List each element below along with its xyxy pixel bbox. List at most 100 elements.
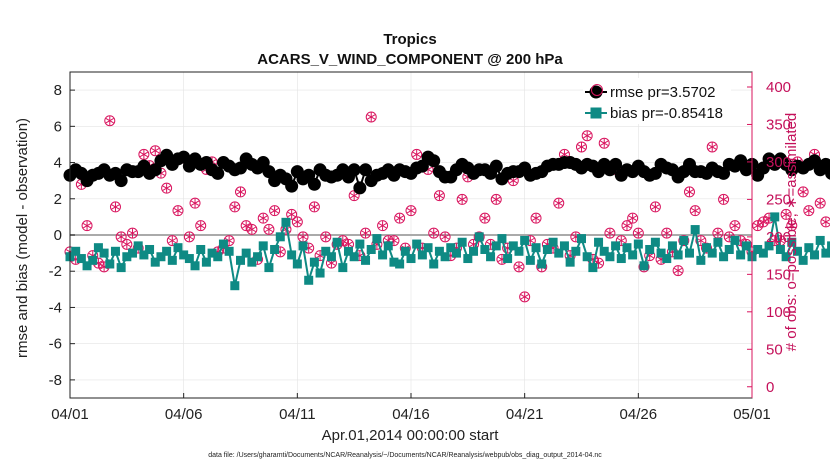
obs-possible-marker <box>553 197 565 209</box>
obs-assimilated-marker <box>350 192 359 199</box>
bias-point <box>400 246 410 256</box>
bias-point <box>656 248 666 258</box>
obs-assimilated-marker <box>713 230 723 236</box>
bias-point <box>326 252 336 262</box>
bias-point <box>133 241 143 251</box>
obs-assimilated-marker <box>361 230 370 236</box>
bias-point <box>343 246 353 256</box>
chart-subtitle: ACARS_V_WIND_COMPONENT @ 200 hPa <box>257 51 563 68</box>
obs-count-point <box>479 212 491 224</box>
rmse-point <box>825 167 830 180</box>
obs-possible-marker <box>820 216 830 228</box>
obs-count-point <box>712 227 724 239</box>
obs-possible-marker <box>530 212 542 224</box>
bias-point <box>218 239 228 249</box>
bias-point <box>281 217 291 227</box>
bias-point <box>315 268 325 278</box>
obs-possible-marker <box>263 223 275 235</box>
bias-point <box>520 235 530 245</box>
obs-assimilated-marker <box>560 151 569 158</box>
obs-possible-marker <box>598 137 610 149</box>
y-tick-label-right: 100 <box>766 304 791 321</box>
obs-assimilated-marker <box>651 204 660 210</box>
obs-assimilated-marker <box>816 200 825 206</box>
bias-point <box>332 237 342 247</box>
legend-box <box>583 78 731 124</box>
obs-possible-marker <box>780 208 792 220</box>
bias-point <box>76 254 86 264</box>
obs-assimilated-marker <box>321 234 330 240</box>
obs-count-point <box>166 235 178 247</box>
obs-assimilated-marker <box>440 234 450 240</box>
obs-possible-marker <box>576 141 587 153</box>
obs-count-point <box>172 205 184 217</box>
bias-point <box>446 243 456 253</box>
bias-point <box>349 252 359 262</box>
bias-point <box>258 241 268 251</box>
obs-possible-marker <box>109 201 121 213</box>
bias-point <box>741 241 751 251</box>
rmse-point <box>353 181 367 195</box>
bias-point <box>287 250 297 260</box>
obs-count-point <box>269 205 281 217</box>
bias-point <box>247 257 257 267</box>
bias-point <box>201 257 211 267</box>
bias-point <box>753 244 763 254</box>
obs-count-point <box>439 231 451 243</box>
obs-possible-marker <box>661 227 673 239</box>
bias-point <box>463 254 473 264</box>
bias-point <box>719 252 729 262</box>
rmse-point <box>489 159 503 173</box>
y-tick-label-left: 2 <box>54 191 62 208</box>
obs-assimilated-marker <box>708 144 717 150</box>
bias-point <box>810 250 820 260</box>
bias-point <box>440 252 450 262</box>
obs-assimilated-marker <box>634 230 643 236</box>
obs-assimilated-marker <box>196 222 205 229</box>
bias-point <box>702 243 712 253</box>
obs-assimilated-marker <box>719 196 728 203</box>
obs-count-point <box>235 186 246 198</box>
obs-count-point <box>490 193 502 205</box>
obs-count-point <box>183 231 195 243</box>
bias-point <box>338 263 348 273</box>
obs-count-point <box>632 227 644 239</box>
bias-point <box>611 241 621 251</box>
obs-possible-marker <box>115 231 127 243</box>
obs-assimilated-marker <box>605 230 615 236</box>
bias-point <box>292 259 302 269</box>
obs-assimilated-marker <box>128 230 137 236</box>
bias-point <box>577 234 586 244</box>
bias-point <box>457 237 467 247</box>
y-tick-label-right: 0 <box>766 379 774 396</box>
obs-count-point <box>291 216 303 228</box>
bias-point <box>71 246 81 256</box>
bias-point <box>389 257 399 267</box>
bias-point <box>167 255 177 265</box>
obs-possible-marker <box>291 216 303 228</box>
obs-assimilated-marker <box>554 200 563 206</box>
x-tick-label: 05/01 <box>733 406 771 423</box>
obs-assimilated-marker <box>458 196 467 203</box>
obs-assimilated-marker <box>105 118 114 124</box>
y-tick-label-left: -2 <box>49 263 62 280</box>
axis-ticks: 8 6 4 2 0 -2 -4 -6 -8 400 350 300 250 200 150 100 50 0 04/… <box>49 72 791 423</box>
obs-possible-marker <box>433 190 445 202</box>
obs-assimilated-marker <box>622 222 632 229</box>
obs-count-point <box>718 193 730 205</box>
obs-count-point <box>598 137 610 149</box>
obs-assimilated-marker <box>122 241 131 248</box>
bias-point <box>236 255 245 265</box>
obs-count-point <box>672 265 684 277</box>
obs-count-point <box>627 212 639 224</box>
obs-assimilated-marker <box>367 114 376 120</box>
bias-point <box>781 252 791 262</box>
obs-assimilated-marker <box>759 219 768 225</box>
obs-assimilated-marker <box>287 211 296 218</box>
bias-point <box>628 250 638 260</box>
bias-point <box>156 252 166 262</box>
obs-possible-marker <box>257 212 269 224</box>
rmse-point <box>307 177 321 191</box>
y-tick-label-left: 0 <box>54 227 62 244</box>
bias-point <box>412 239 422 249</box>
